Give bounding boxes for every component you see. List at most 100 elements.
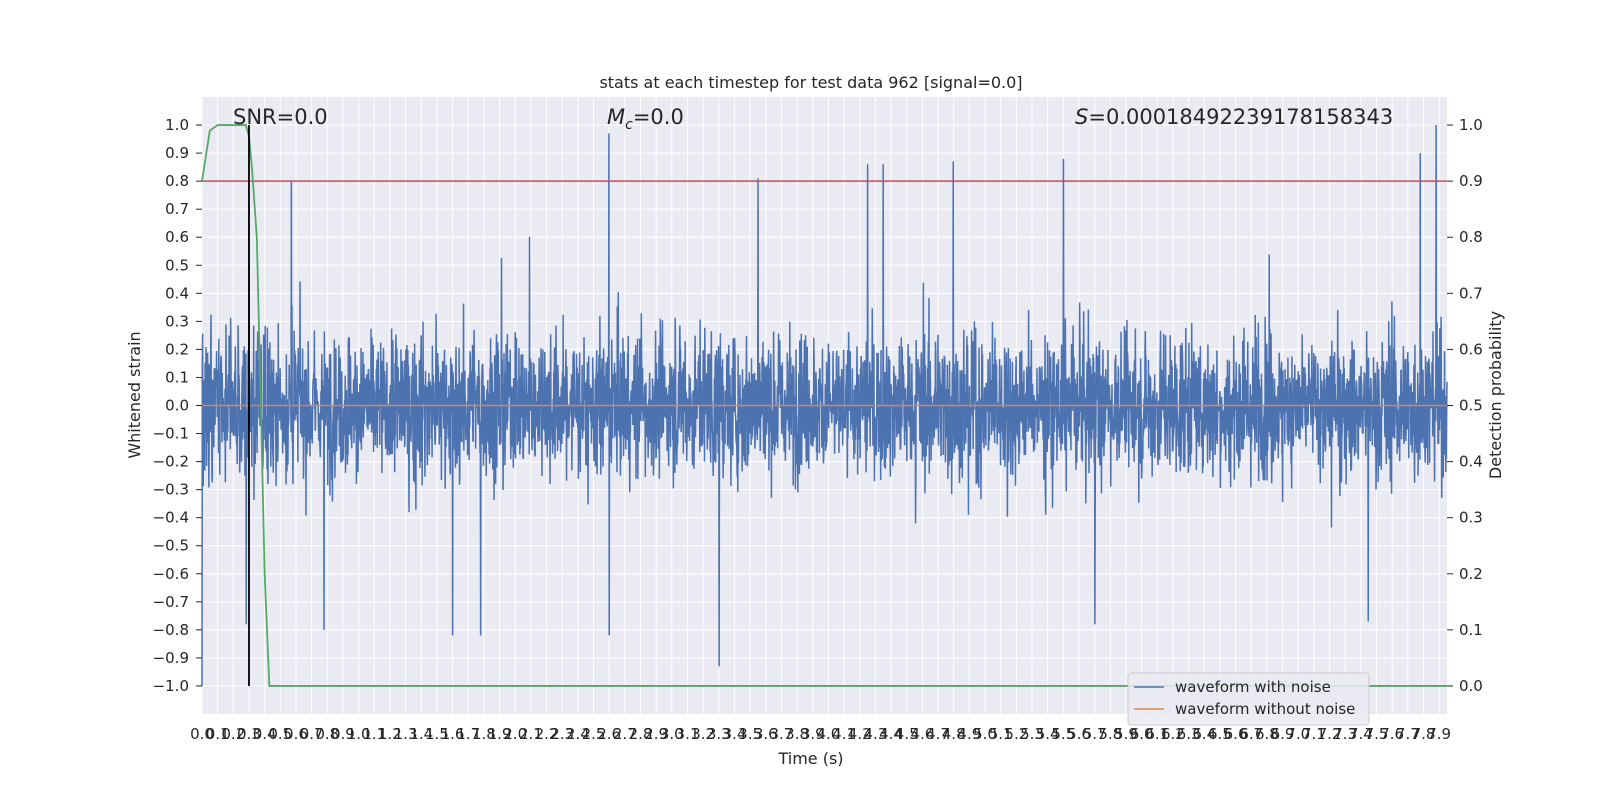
x-tick-label: 3.5 xyxy=(738,725,762,743)
y2-tick-label: 0.2 xyxy=(1459,565,1483,583)
x-tick-label: 4.4 xyxy=(879,725,903,743)
x-tick-label: 4.1 xyxy=(832,725,856,743)
y2-tick-label: 0.5 xyxy=(1459,397,1483,415)
x-tick-label: 7.8 xyxy=(1412,725,1436,743)
x-tick-label: 6.6 xyxy=(1224,725,1248,743)
legend-label-waveform-without-noise: waveform without noise xyxy=(1175,700,1355,718)
y-tick-label: 0.3 xyxy=(165,312,189,330)
x-tick-label: 7.2 xyxy=(1318,725,1342,743)
y-tick-label: 0.5 xyxy=(165,256,189,274)
y-tick-label: −0.1 xyxy=(153,425,189,443)
y-tick-label: −0.6 xyxy=(153,565,189,583)
x-tick-label: 1.5 xyxy=(425,725,449,743)
x-tick-label: 0.9 xyxy=(331,725,355,743)
x-tick-label: 2.8 xyxy=(629,725,653,743)
x-tick-label: 5.3 xyxy=(1020,725,1044,743)
x-tick-label: 7.7 xyxy=(1396,725,1420,743)
x-tick-label: 5.6 xyxy=(1067,725,1091,743)
y-tick-label: 0.1 xyxy=(165,368,189,386)
annotation-snr: SNR=0.0 xyxy=(233,105,328,129)
y-tick-label: −0.8 xyxy=(153,621,189,639)
x-tick-label: 3.8 xyxy=(785,725,809,743)
x-tick-label: 0.4 xyxy=(253,725,277,743)
x-tick-label: 6.3 xyxy=(1177,725,1201,743)
x-tick-label: 6.8 xyxy=(1255,725,1279,743)
x-tick-label: 1.9 xyxy=(488,725,512,743)
x-tick-label: 2.9 xyxy=(644,725,668,743)
annotation-mc-value: =0.0 xyxy=(633,105,684,129)
x-tick-label: 1.4 xyxy=(409,725,433,743)
chart-title: stats at each timestep for test data 962… xyxy=(599,73,1022,92)
annotation-s-value: =0.00018492239178158343 xyxy=(1088,105,1393,129)
x-tick-label: 0.8 xyxy=(315,725,339,743)
x-tick-label: 5.0 xyxy=(973,725,997,743)
x-tick-label: 0.7 xyxy=(300,725,324,743)
x-tick-label: 1.2 xyxy=(378,725,402,743)
x-tick-label: 2.3 xyxy=(550,725,574,743)
x-tick-label: 0.6 xyxy=(284,725,308,743)
y2-tick-label: 0.6 xyxy=(1459,340,1483,358)
x-tick-label: 4.9 xyxy=(957,725,981,743)
annotation-s-symbol: S xyxy=(1075,105,1088,129)
x-tick-label: 6.0 xyxy=(1130,725,1154,743)
x-tick-label: 4.6 xyxy=(910,725,934,743)
annotation-mc-sub: c xyxy=(625,117,633,133)
y2-tick-label: 0.8 xyxy=(1459,228,1483,246)
x-tick-label: 3.6 xyxy=(754,725,778,743)
x-axis-ticks: 0.00.10.20.30.40.50.60.70.80.91.01.11.21… xyxy=(190,725,1451,743)
x-tick-label: 2.5 xyxy=(582,725,606,743)
x-tick-label: 2.0 xyxy=(503,725,527,743)
x-tick-label: 1.3 xyxy=(394,725,418,743)
x-tick-label: 3.1 xyxy=(676,725,700,743)
x-tick-label: 4.0 xyxy=(816,725,840,743)
x-tick-label: 7.3 xyxy=(1333,725,1357,743)
legend-label-waveform-with-noise: waveform with noise xyxy=(1175,678,1331,696)
x-tick-label: 0.3 xyxy=(237,725,261,743)
y-tick-label: −0.4 xyxy=(153,509,189,527)
x-tick-label: 0.1 xyxy=(206,725,230,743)
x-tick-label: 3.3 xyxy=(707,725,731,743)
x-tick-label: 3.0 xyxy=(660,725,684,743)
annotation-mc-symbol: M xyxy=(607,105,625,129)
x-tick-label: 5.1 xyxy=(989,725,1013,743)
x-tick-label: 5.5 xyxy=(1051,725,1075,743)
x-axis-label: Time (s) xyxy=(777,749,843,768)
x-tick-label: 2.2 xyxy=(535,725,559,743)
x-tick-label: 5.2 xyxy=(1004,725,1028,743)
series-waveform-with-noise xyxy=(201,125,1448,686)
y-tick-label: 0.0 xyxy=(165,397,189,415)
y2-tick-label: 0.9 xyxy=(1459,172,1483,190)
x-tick-label: 1.6 xyxy=(441,725,465,743)
x-tick-label: 6.7 xyxy=(1239,725,1263,743)
x-tick-label: 3.9 xyxy=(801,725,825,743)
x-tick-label: 0.2 xyxy=(221,725,245,743)
y-tick-label: 0.9 xyxy=(165,144,189,162)
legend: waveform with noise waveform without noi… xyxy=(1127,672,1370,726)
x-tick-label: 1.1 xyxy=(362,725,386,743)
x-tick-label: 6.9 xyxy=(1271,725,1295,743)
y-tick-label: −0.9 xyxy=(153,649,189,667)
y-tick-label: −0.7 xyxy=(153,593,189,611)
x-tick-label: 7.1 xyxy=(1302,725,1326,743)
x-tick-label: 6.4 xyxy=(1192,725,1216,743)
overlay-lines xyxy=(201,124,1447,687)
y2-axis-ticks: 0.0 0.1 0.2 0.3 0.4 0.5 0.6 0.7 0.8 0.9 1.0 xyxy=(1447,116,1483,695)
y-axis-ticks: −1.0 −0.9 −0.8 −0.7 −0.6 −0.5 −0.4 −0.3 −0.2 −0.1… xyxy=(153,116,202,695)
x-tick-label: 3.2 xyxy=(691,725,715,743)
y-tick-label: −0.5 xyxy=(153,537,189,555)
y-tick-label: 0.4 xyxy=(165,284,189,302)
x-tick-label: 0.0 xyxy=(190,725,214,743)
detection-probability-line xyxy=(201,124,1447,687)
legend-box xyxy=(1127,672,1370,726)
y2-tick-label: 0.0 xyxy=(1459,677,1483,695)
y-tick-label: −0.3 xyxy=(153,481,189,499)
x-tick-label: 0.5 xyxy=(268,725,292,743)
x-tick-label: 1.0 xyxy=(347,725,371,743)
x-tick-label: 6.5 xyxy=(1208,725,1232,743)
y-axis-label: Whitened strain xyxy=(125,331,144,458)
x-tick-label: 4.5 xyxy=(895,725,919,743)
x-tick-label: 2.1 xyxy=(519,725,543,743)
annotation-s: S=0.00018492239178158343 xyxy=(1075,105,1393,129)
y2-tick-label: 0.7 xyxy=(1459,284,1483,302)
x-tick-label: 7.9 xyxy=(1427,725,1451,743)
